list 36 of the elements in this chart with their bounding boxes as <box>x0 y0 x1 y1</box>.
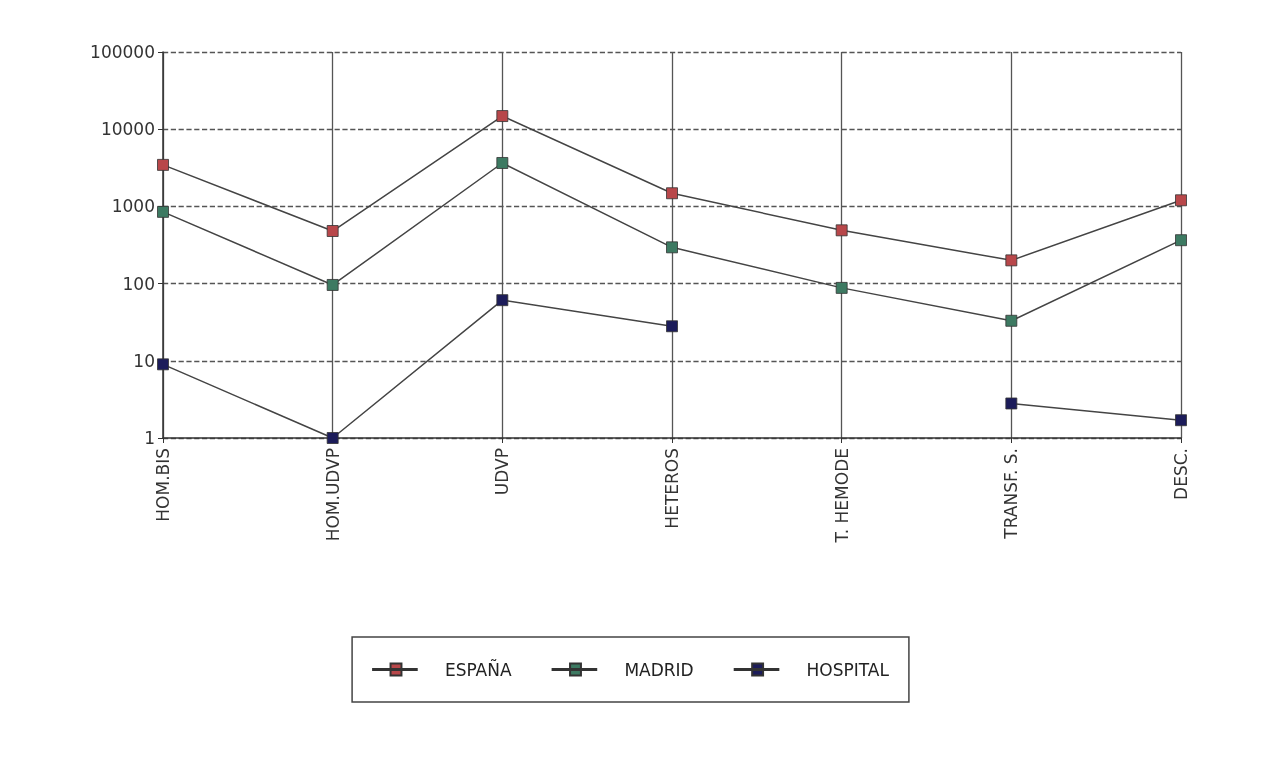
point <box>326 432 339 444</box>
x-tick-label: HOM.UDVP <box>322 448 343 542</box>
point <box>666 320 678 333</box>
point <box>666 241 678 254</box>
point <box>157 358 169 371</box>
point <box>666 187 678 200</box>
point <box>1175 194 1187 207</box>
point <box>157 158 169 171</box>
x-tick-label: UDVP <box>492 448 513 496</box>
point <box>1005 397 1018 410</box>
point <box>1175 234 1187 247</box>
point <box>157 205 169 218</box>
point <box>496 110 509 122</box>
point <box>496 157 509 169</box>
point <box>1175 414 1187 427</box>
x-tick-label: TRANSF. S. <box>1001 448 1022 540</box>
x-tick-label: DESC. <box>1171 448 1191 500</box>
point <box>1005 314 1018 327</box>
y-tick-label: 100000 <box>90 42 155 62</box>
y-tick-label: 10 <box>133 350 155 371</box>
point <box>496 294 509 307</box>
x-tick-label: HETEROS <box>662 448 682 529</box>
y-tick-label: 1 <box>144 428 155 448</box>
y-tick-label: 1000 <box>111 196 155 217</box>
y-tick-label: 10000 <box>100 119 155 140</box>
point <box>835 281 848 294</box>
x-tick-label: T. HEMODE <box>831 448 852 544</box>
x-tick-label: HOM.BIS <box>153 448 173 522</box>
legend-label: HOSPITAL <box>806 659 890 680</box>
point <box>326 279 339 291</box>
point <box>326 225 339 237</box>
legend-label: MADRID <box>624 659 694 680</box>
legend-label: ESPAÑA <box>444 658 512 680</box>
point <box>835 224 848 237</box>
point <box>1005 254 1018 267</box>
y-tick-label: 100 <box>122 273 155 294</box>
